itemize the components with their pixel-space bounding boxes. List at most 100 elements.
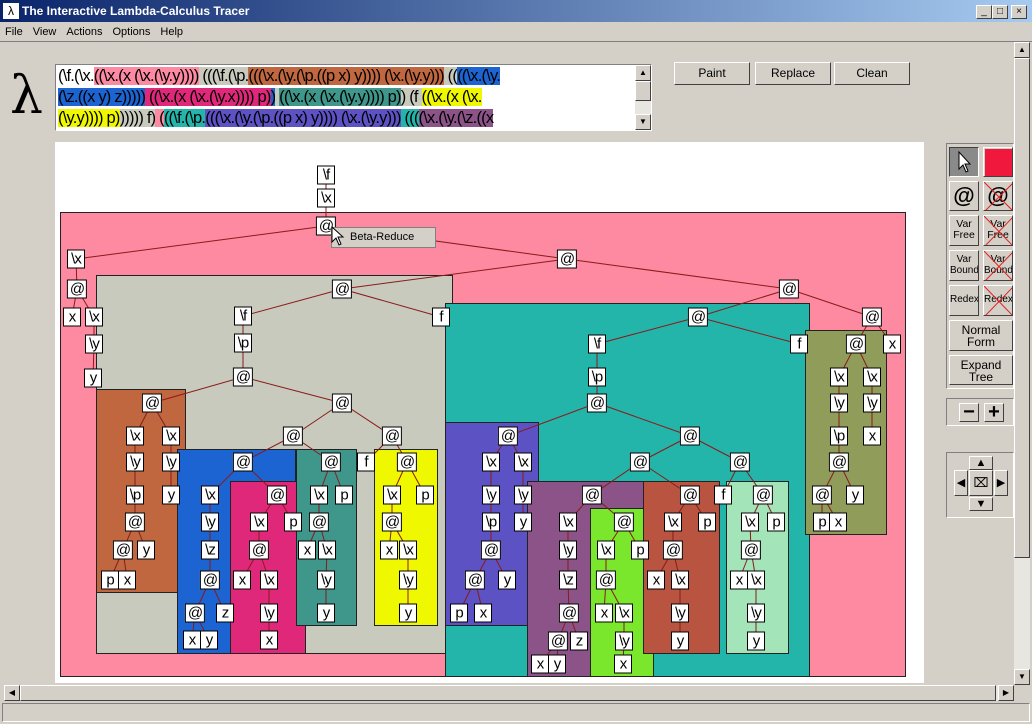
zoom-in-button[interactable]: +: [984, 403, 1004, 422]
scroll-thumb[interactable]: [635, 81, 651, 101]
lambda-node[interactable]: \x: [514, 452, 532, 472]
lambda-node[interactable]: \p: [830, 426, 848, 446]
application-node[interactable]: @: [199, 570, 221, 590]
lambda-node[interactable]: \p: [126, 485, 144, 505]
application-node[interactable]: @: [331, 279, 353, 299]
lambda-node[interactable]: \x: [741, 512, 759, 532]
normal-form-button[interactable]: Normal Form: [949, 320, 1013, 351]
expression-segment[interactable]: ))))) f): [119, 109, 156, 127]
variable-node[interactable]: y: [747, 631, 765, 651]
pan-left-button[interactable]: ◀: [954, 470, 968, 496]
variable-node[interactable]: x: [63, 307, 81, 327]
variable-node[interactable]: z: [216, 603, 234, 623]
redex-button[interactable]: Redex: [949, 285, 979, 316]
lambda-node[interactable]: \y: [747, 603, 765, 623]
variable-node[interactable]: y: [84, 368, 102, 388]
zoom-out-button[interactable]: −: [959, 403, 979, 422]
variable-node[interactable]: x: [474, 603, 492, 623]
var-free-button[interactable]: Var Free: [949, 215, 979, 246]
lambda-node[interactable]: \y: [85, 334, 103, 354]
menu-options[interactable]: Options: [112, 26, 151, 38]
application-node[interactable]: @: [729, 452, 751, 472]
application-node[interactable]: @: [141, 393, 163, 413]
expression-segment[interactable]: ): [270, 88, 276, 106]
expression-segment[interactable]: ((\x.(\y.: [457, 67, 501, 85]
lambda-node[interactable]: \y: [399, 570, 417, 590]
expression-segment[interactable]: ((\x.(x (\x.: [421, 88, 482, 106]
scroll-thumb[interactable]: [20, 685, 996, 701]
variable-node[interactable]: x: [183, 630, 201, 650]
application-node[interactable]: @: [497, 426, 519, 446]
application-node[interactable]: @: [248, 540, 270, 560]
beta-reduce-menu-item[interactable]: Beta-Reduce: [350, 231, 415, 243]
application-node[interactable]: @: [381, 426, 403, 446]
lambda-node[interactable]: \y: [514, 485, 532, 505]
application-node[interactable]: @: [232, 452, 254, 472]
variable-node[interactable]: y: [399, 603, 417, 623]
application-node[interactable]: @: [184, 603, 206, 623]
variable-node[interactable]: x: [595, 603, 613, 623]
redex-region-yellow[interactable]: [374, 449, 438, 626]
variable-node[interactable]: x: [863, 426, 881, 446]
application-node[interactable]: @: [778, 279, 800, 299]
application-node[interactable]: @: [282, 426, 304, 446]
application-node[interactable]: @: [629, 452, 651, 472]
lambda-node[interactable]: \x: [664, 512, 682, 532]
scroll-down-icon[interactable]: ▼: [635, 114, 651, 130]
lambda-node[interactable]: \x: [317, 188, 335, 208]
scroll-right-icon[interactable]: ▶: [998, 685, 1014, 701]
expression-segment[interactable]: ((\f.(\p.: [163, 109, 206, 127]
application-node[interactable]: @: [308, 512, 330, 532]
lambda-node[interactable]: \x: [67, 249, 85, 269]
variable-node[interactable]: p: [284, 512, 302, 532]
lambda-node[interactable]: \y: [615, 631, 633, 651]
application-node[interactable]: @: [480, 540, 502, 560]
application-node[interactable]: @: [752, 485, 774, 505]
variable-node[interactable]: x: [380, 540, 398, 560]
variable-node[interactable]: p: [631, 540, 649, 560]
expression-segment[interactable]: ((\x.(x (\x.(\y.y)))) p): [279, 88, 402, 106]
lambda-node[interactable]: \p: [588, 367, 606, 387]
lambda-node[interactable]: \x: [597, 540, 615, 560]
lambda-node[interactable]: \x: [383, 485, 401, 505]
lambda-node[interactable]: \z: [201, 540, 219, 560]
pointer-tool-button[interactable]: [949, 147, 979, 177]
scroll-down-icon[interactable]: ▼: [1014, 669, 1030, 685]
application-node[interactable]: @: [740, 540, 762, 560]
variable-node[interactable]: z: [570, 631, 588, 651]
variable-node[interactable]: f: [790, 334, 808, 354]
clear-var-free-button[interactable]: Var Free: [983, 215, 1013, 246]
variable-node[interactable]: p: [101, 570, 119, 590]
lambda-node[interactable]: \f: [588, 334, 606, 354]
tree-canvas[interactable]: \f \x @ \x @ @ x \x \y y @ \f f \p @ @ \x \x \y \y \p y @ @ y p x @…: [55, 142, 924, 683]
scroll-up-icon[interactable]: ▲: [1014, 42, 1030, 58]
variable-node[interactable]: x: [233, 570, 251, 590]
variable-node[interactable]: y: [846, 485, 864, 505]
variable-node[interactable]: y: [162, 485, 180, 505]
lambda-node[interactable]: \y: [559, 540, 577, 560]
color-picker-button[interactable]: [983, 147, 1013, 177]
variable-node[interactable]: x: [730, 570, 748, 590]
application-node[interactable]: @: [679, 426, 701, 446]
variable-node[interactable]: y: [548, 654, 566, 674]
variable-node[interactable]: y: [671, 631, 689, 651]
variable-node[interactable]: f: [432, 307, 450, 327]
variable-node[interactable]: p: [767, 512, 785, 532]
expression-textarea[interactable]: (\f.(\x.((\x.(x (\x.(\y.y)))) (((\f.(\p.…: [55, 64, 652, 131]
application-node[interactable]: @: [662, 540, 684, 560]
variable-node[interactable]: x: [647, 570, 665, 590]
lambda-node[interactable]: \x: [126, 426, 144, 446]
pan-down-button[interactable]: ▼: [969, 497, 993, 511]
expression-segment[interactable]: (\f.(\x.: [58, 67, 95, 85]
variable-node[interactable]: y: [514, 512, 532, 532]
lambda-node[interactable]: \y: [162, 452, 180, 472]
scroll-left-icon[interactable]: ◀: [4, 685, 20, 701]
menu-file[interactable]: File: [5, 26, 23, 38]
application-node[interactable]: @: [464, 570, 486, 590]
lambda-node[interactable]: \x: [482, 452, 500, 472]
horizontal-scrollbar[interactable]: ◀ ▶: [4, 685, 1014, 701]
variable-node[interactable]: p: [450, 603, 468, 623]
expression-segment[interactable]: ) (f: [400, 88, 422, 106]
application-node[interactable]: @: [547, 631, 569, 651]
application-node[interactable]: @: [581, 485, 603, 505]
